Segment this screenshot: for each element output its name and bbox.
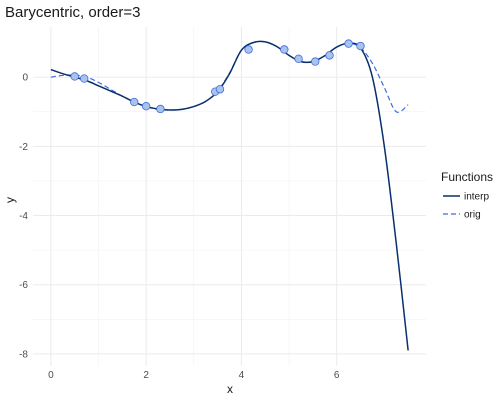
- data-point: [344, 39, 353, 48]
- grid: [33, 27, 426, 366]
- y-tick-label: -8: [19, 349, 28, 360]
- data-point: [80, 74, 89, 83]
- y-axis-label: y: [3, 197, 17, 203]
- data-point: [130, 97, 139, 107]
- data-point: [141, 102, 151, 111]
- series-line-interp: [50, 40, 409, 351]
- x-axis-ticks: 0 2 4 6: [48, 370, 340, 381]
- y-tick-label: -2: [19, 142, 28, 153]
- x-axis-label: x: [227, 382, 233, 396]
- legend-title: Functions: [441, 170, 493, 184]
- legend: Functions interp orig: [441, 170, 493, 221]
- y-tick-label: -4: [19, 211, 28, 222]
- y-axis-ticks: 0 -2 -4 -6 -8: [19, 73, 28, 361]
- data-point: [70, 72, 79, 81]
- x-tick-label: 0: [48, 370, 54, 381]
- x-tick-label: 6: [334, 370, 340, 381]
- y-tick-label: 0: [22, 73, 28, 84]
- y-tick-label: -6: [19, 280, 28, 291]
- points-layer: [70, 39, 365, 114]
- data-point: [356, 41, 365, 51]
- data-point: [280, 45, 289, 54]
- legend-label-orig: orig: [464, 210, 481, 221]
- legend-label-interp: interp: [464, 192, 489, 203]
- data-point: [325, 51, 334, 60]
- series-layer: [50, 40, 409, 351]
- data-point: [294, 54, 303, 64]
- x-tick-label: 2: [143, 370, 149, 381]
- data-point: [215, 85, 225, 94]
- x-tick-label: 4: [239, 370, 245, 381]
- data-point: [244, 45, 253, 54]
- data-point: [156, 104, 165, 114]
- chart-title: Barycentric, order=3: [5, 4, 140, 21]
- data-point: [311, 57, 320, 66]
